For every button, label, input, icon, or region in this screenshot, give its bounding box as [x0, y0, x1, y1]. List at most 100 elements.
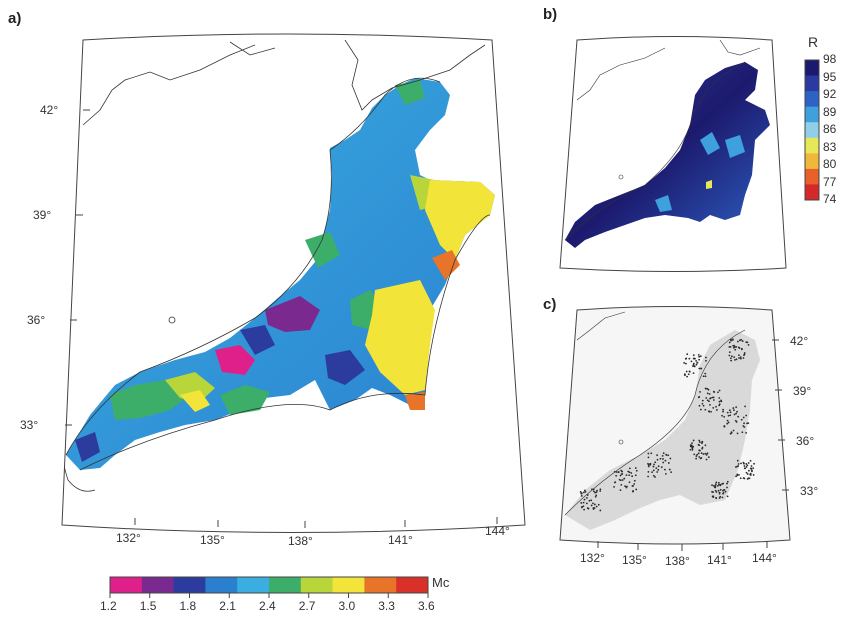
- earthquake-dot: [715, 497, 718, 500]
- earthquake-dot: [707, 388, 710, 391]
- earthquake-dot: [656, 471, 659, 473]
- earthquake-dot: [691, 445, 694, 448]
- panel-b-label: b): [543, 6, 558, 23]
- earthquake-dot: [625, 486, 628, 489]
- coastline-honshu: [65, 77, 441, 456]
- earthquake-dot: [686, 375, 688, 378]
- mc-field-yellow-2: [365, 280, 435, 395]
- earthquake-dot: [584, 490, 587, 493]
- earthquake-dot: [692, 363, 695, 366]
- mc-field-dblue-2: [325, 350, 365, 385]
- earthquake-dot: [664, 468, 666, 471]
- earthquake-dot: [617, 471, 620, 473]
- earthquake-dot: [747, 344, 750, 346]
- earthquake-dot: [580, 502, 583, 504]
- earthquake-dot: [632, 485, 634, 487]
- earthquake-dot: [630, 472, 633, 474]
- earthquake-dot: [735, 358, 738, 361]
- earthquake-dot: [662, 461, 665, 464]
- earthquake-dot: [712, 496, 715, 498]
- earthquake-dot: [718, 491, 721, 494]
- earthquake-dot: [657, 468, 660, 471]
- mc-field-orange-1: [432, 250, 460, 280]
- colorbar-b-segment: [805, 91, 819, 108]
- earthquake-dot: [723, 415, 726, 418]
- earthquake-dot: [749, 473, 752, 476]
- r-field-light-1: [700, 132, 720, 155]
- earthquake-dot: [707, 456, 710, 459]
- coastline-b-korea: [576, 47, 666, 101]
- earthquake-dot: [581, 505, 583, 508]
- earthquake-dot: [737, 346, 740, 349]
- earthquake-dot: [700, 442, 703, 445]
- earthquake-dot: [702, 375, 705, 378]
- earthquake-dot: [586, 494, 589, 496]
- earthquake-dot: [729, 414, 732, 417]
- earthquake-dot: [698, 404, 701, 407]
- mc-field-green-5: [305, 232, 340, 268]
- colorbar-b-tick-label: 89: [823, 104, 837, 119]
- earthquake-dot: [748, 477, 751, 480]
- earthquake-dot: [722, 492, 724, 495]
- earthquake-dot: [712, 399, 715, 401]
- earthquake-dot: [691, 442, 693, 445]
- earthquake-dot: [695, 360, 698, 362]
- earthquake-dot: [592, 490, 595, 493]
- earthquake-dot: [742, 357, 745, 359]
- mc-field-yellow-3: [180, 390, 210, 412]
- earthquake-dot: [647, 470, 650, 473]
- coastline-pacific: [79, 214, 491, 471]
- panel-c-lon-tick-141: 141°: [707, 553, 732, 567]
- earthquake-dot: [699, 391, 701, 393]
- colorbar-b-tick-label: 92: [823, 87, 837, 101]
- coastline-b-hokkaido: [719, 40, 761, 56]
- colorbar-b-segment: [805, 122, 819, 139]
- earthquake-dot: [743, 426, 746, 428]
- earthquake-dot: [715, 409, 718, 411]
- earthquake-dot: [746, 464, 749, 467]
- earthquake-dot: [750, 467, 753, 470]
- earthquake-dot: [586, 497, 588, 499]
- colorbar-b-tick-label: 80: [823, 157, 837, 171]
- earthquake-dot: [628, 471, 631, 474]
- earthquake-dot: [713, 485, 715, 487]
- colorbar-a-tick-label: 1.2: [100, 599, 117, 613]
- colorbar-b-segment: [805, 75, 819, 92]
- earthquake-dot: [722, 410, 724, 413]
- earthquake-dot: [741, 431, 744, 434]
- panel-c-lat-tick-39: 39°: [793, 384, 812, 398]
- earthquake-dot: [738, 339, 741, 342]
- earthquake-dot: [683, 361, 686, 364]
- earthquake-dot: [701, 447, 704, 450]
- earthquake-dot: [745, 341, 748, 344]
- earthquake-dot: [627, 470, 630, 473]
- earthquake-dot: [717, 489, 720, 492]
- earthquake-dot: [685, 370, 688, 373]
- panel-a-lon-tick-138: 138°: [288, 534, 313, 548]
- earthquake-dot: [587, 507, 590, 510]
- earthquake-dot: [745, 463, 748, 465]
- earthquake-dot: [695, 457, 698, 460]
- earthquake-dot: [580, 492, 583, 494]
- mc-field-dblue-3: [75, 432, 100, 462]
- earthquake-dot: [743, 352, 746, 354]
- earthquake-dot: [596, 489, 598, 492]
- earthquake-dot: [700, 452, 703, 454]
- earthquake-dot: [745, 432, 748, 434]
- earthquake-dot: [739, 477, 742, 480]
- earthquake-dot: [743, 477, 746, 480]
- earthquake-dot: [684, 362, 687, 365]
- earthquake-dot: [736, 474, 739, 477]
- earthquake-dot: [699, 355, 702, 358]
- earthquake-dot: [685, 357, 688, 360]
- earthquake-dot: [713, 391, 716, 393]
- earthquake-dot: [705, 397, 708, 399]
- earthquake-dot: [697, 452, 700, 455]
- earthquake-dot: [592, 507, 595, 509]
- earthquake-dot: [737, 340, 739, 343]
- mc-field-green-1: [110, 380, 190, 420]
- earthquake-dot: [741, 340, 744, 342]
- panel-c-lon-tick-132: 132°: [580, 551, 605, 565]
- earthquake-dot: [706, 399, 709, 402]
